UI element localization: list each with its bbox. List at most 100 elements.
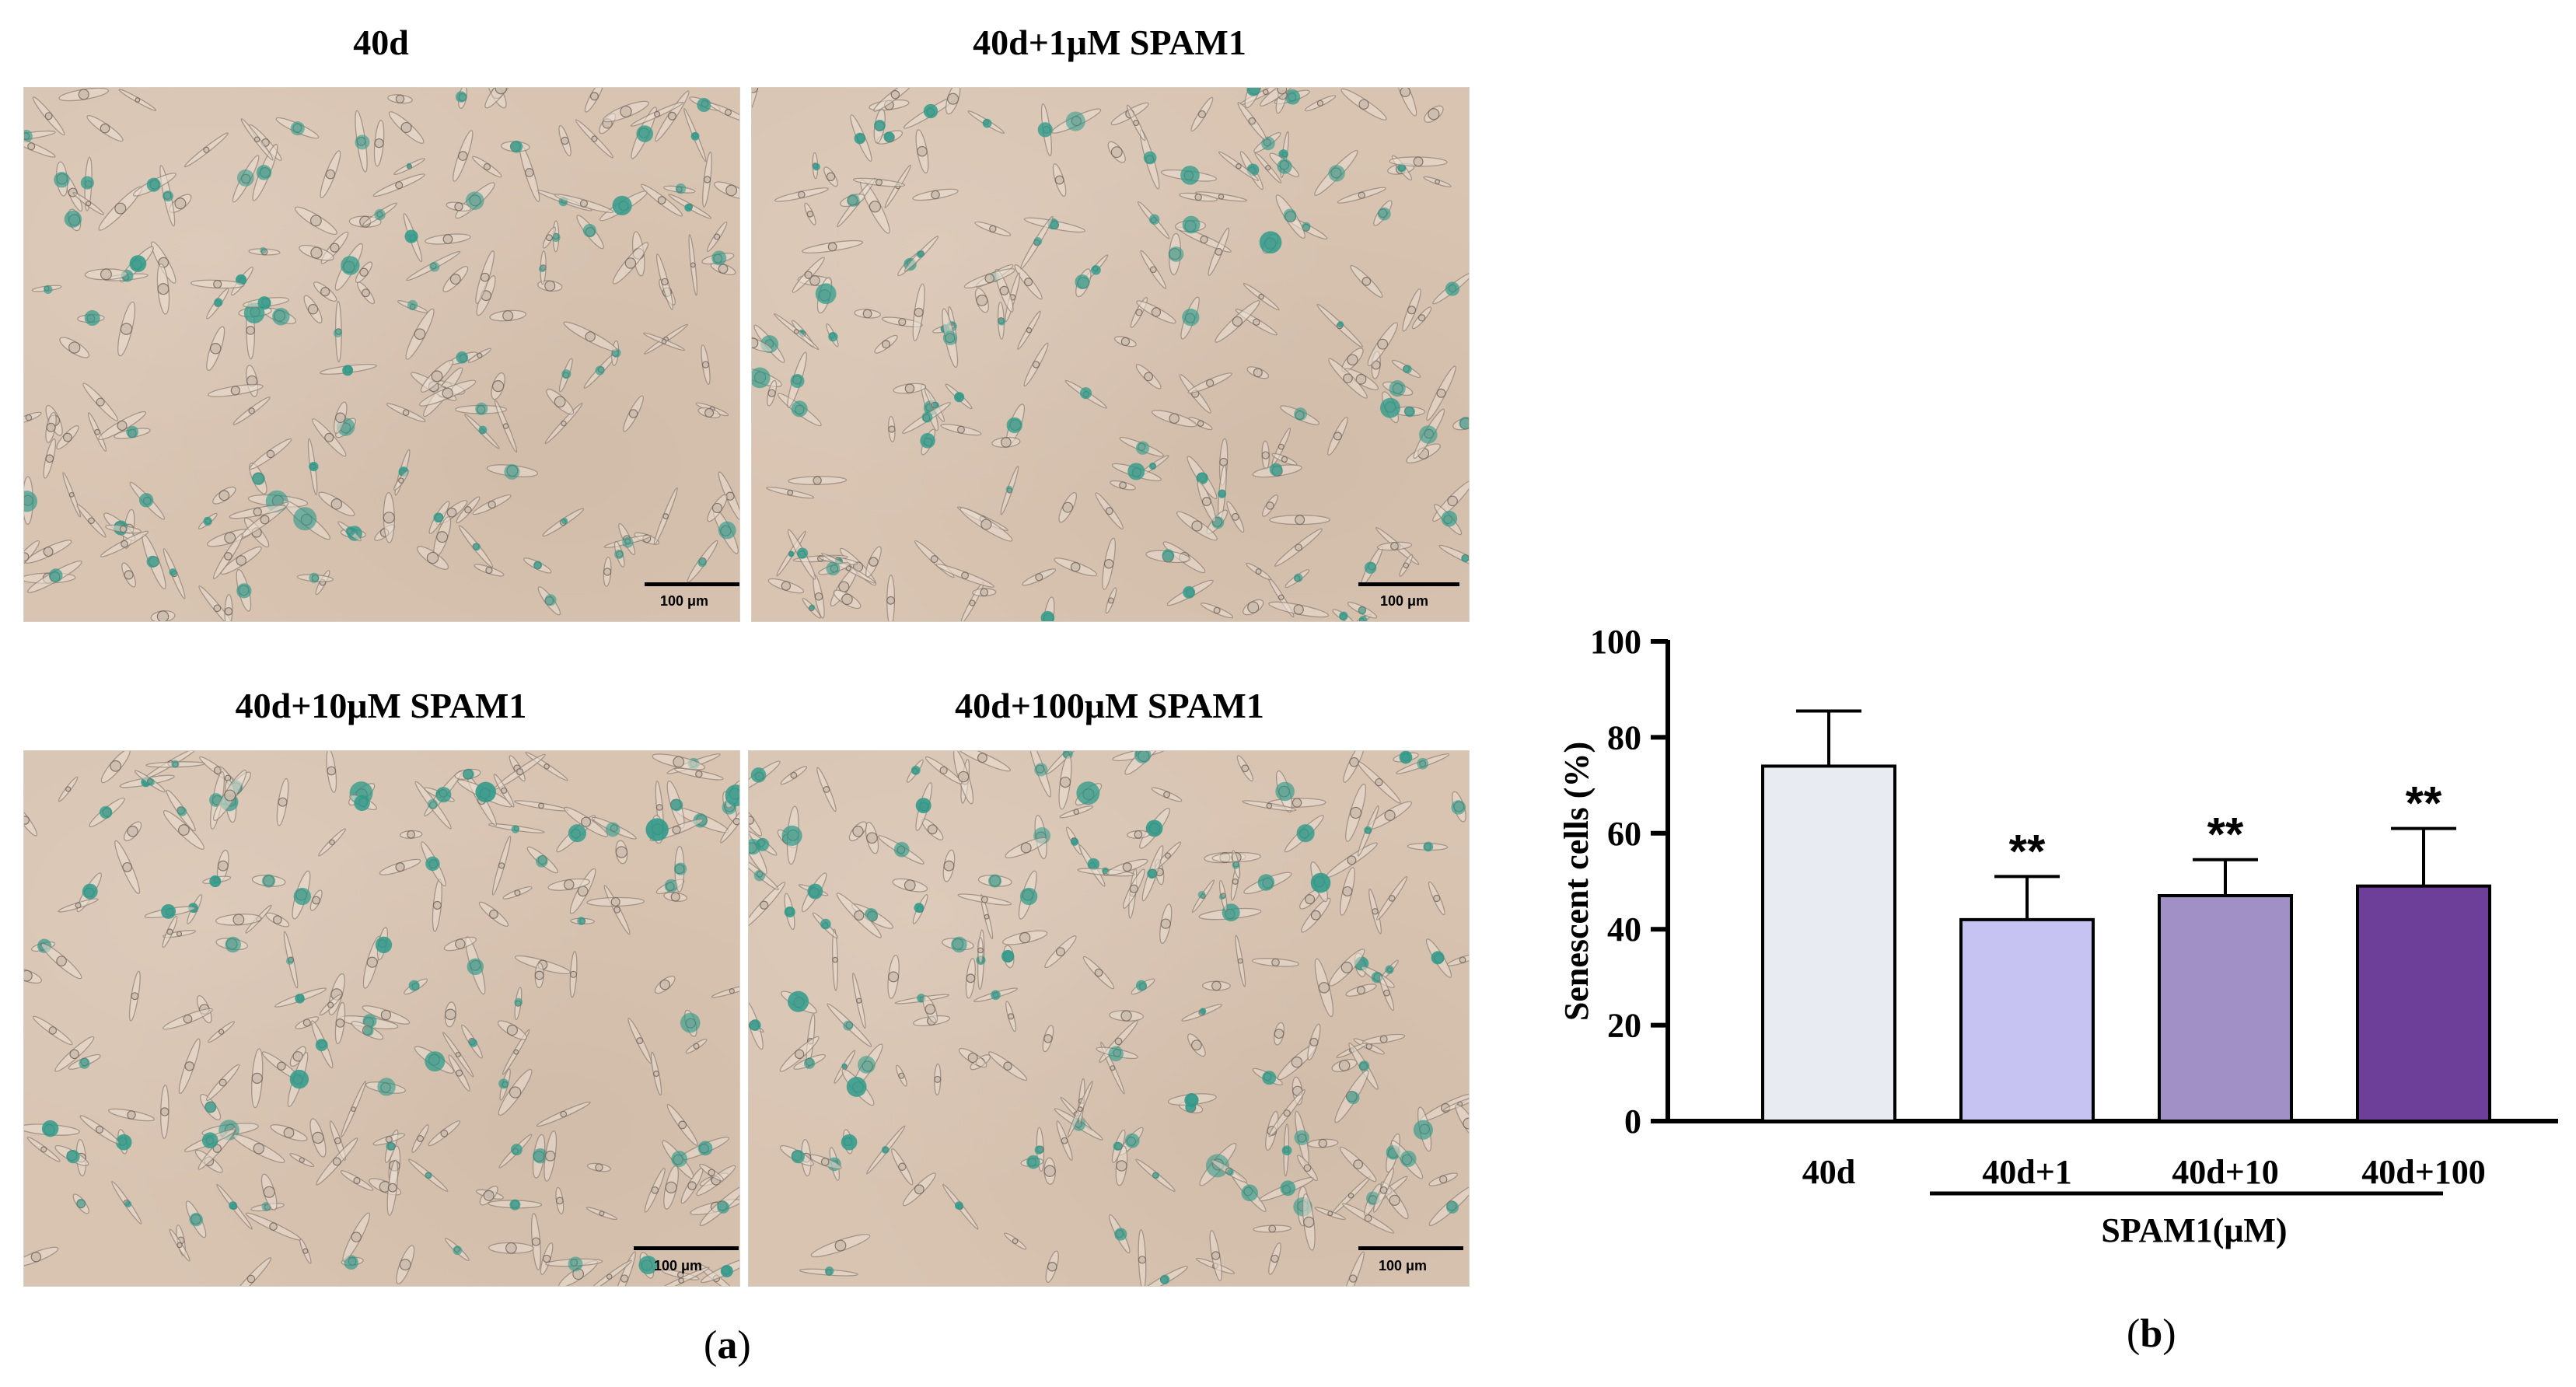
- cell: [393, 470, 409, 491]
- cell: [449, 351, 478, 365]
- cell: [1307, 1023, 1321, 1061]
- cell: [407, 1158, 449, 1192]
- cell: [683, 107, 707, 162]
- cell: [1304, 95, 1337, 112]
- cell: [714, 181, 739, 200]
- cell: [1237, 102, 1267, 141]
- cell: [184, 132, 229, 168]
- cell: [68, 1053, 101, 1070]
- cell: [526, 846, 558, 874]
- cell: [206, 326, 225, 372]
- bar-40d+10: [2158, 894, 2293, 1123]
- cell: [833, 589, 862, 610]
- cell: [129, 481, 166, 520]
- cell: [934, 1063, 942, 1095]
- cell: [957, 893, 1012, 906]
- cell: [58, 88, 110, 102]
- cell: [1152, 410, 1197, 428]
- cell: [461, 1024, 483, 1059]
- cell: [405, 308, 435, 360]
- cell: [54, 161, 70, 197]
- cell: [1138, 1229, 1147, 1286]
- cell: [1122, 868, 1145, 909]
- cell: [80, 156, 94, 211]
- cell: [749, 804, 763, 837]
- cell: [711, 984, 739, 998]
- cell: [1190, 96, 1214, 132]
- cell: [1314, 958, 1334, 1018]
- cell: [224, 594, 233, 621]
- cell: [497, 1020, 527, 1040]
- cell: [1187, 1033, 1206, 1057]
- cell: [1252, 1067, 1283, 1086]
- scale-bar-1: [645, 582, 739, 586]
- cell: [685, 1039, 708, 1054]
- cell: [886, 575, 896, 621]
- cell: [915, 129, 929, 174]
- cell: [58, 898, 99, 913]
- cell: [1260, 88, 1305, 107]
- cell: [1141, 845, 1164, 902]
- cell: [779, 1144, 814, 1166]
- cell: [1243, 872, 1292, 895]
- cell: [163, 1008, 213, 1030]
- cell: [108, 1108, 155, 1122]
- cell: [1373, 1167, 1395, 1213]
- cell: [1154, 841, 1182, 870]
- cell: [623, 395, 644, 432]
- cell: [276, 777, 289, 826]
- cell: [699, 1185, 739, 1227]
- cell: [24, 135, 56, 158]
- cell: [942, 308, 959, 369]
- cell: [249, 463, 267, 494]
- cell: [455, 402, 508, 415]
- cell: [1274, 1022, 1285, 1046]
- cell: [24, 411, 42, 424]
- cell: [701, 250, 735, 266]
- cell: [749, 858, 779, 891]
- cell: [532, 1134, 548, 1179]
- cell: [1277, 1044, 1317, 1081]
- cell: [494, 753, 546, 790]
- cell: [150, 610, 176, 621]
- cell: [1345, 983, 1377, 997]
- significance-marker: **: [2207, 809, 2244, 861]
- cell: [752, 334, 773, 353]
- cell: [904, 236, 939, 272]
- cell: [832, 928, 839, 991]
- cell: [446, 201, 472, 212]
- cell: [906, 759, 924, 783]
- cell: [1390, 1140, 1424, 1179]
- cell: [1367, 322, 1398, 367]
- cell: [318, 828, 346, 857]
- cell: [319, 994, 342, 1016]
- cell: [160, 1085, 170, 1139]
- cell: [32, 96, 65, 136]
- cell: [1194, 191, 1248, 202]
- cell: [945, 383, 973, 410]
- cell: [45, 411, 57, 443]
- cell: [212, 533, 243, 579]
- cell: [1114, 336, 1137, 348]
- cell: [379, 858, 421, 875]
- cell: [613, 1251, 636, 1286]
- cell: [1341, 1203, 1395, 1234]
- panel-a-label-open: (: [704, 1323, 718, 1368]
- cell: [977, 937, 984, 964]
- cell: [133, 173, 177, 197]
- cell: [1402, 288, 1421, 332]
- cell: [388, 111, 425, 144]
- cell: [1095, 492, 1124, 530]
- cell: [294, 206, 337, 235]
- panel-a-label: (a): [704, 1326, 751, 1366]
- cell: [479, 1186, 498, 1206]
- cell: [1168, 232, 1184, 275]
- cell: [486, 463, 539, 480]
- cell: [456, 779, 513, 808]
- cell: [114, 425, 151, 439]
- cell: [206, 288, 229, 320]
- cell: [24, 1246, 59, 1267]
- cell: [58, 776, 79, 802]
- cell: [163, 548, 186, 599]
